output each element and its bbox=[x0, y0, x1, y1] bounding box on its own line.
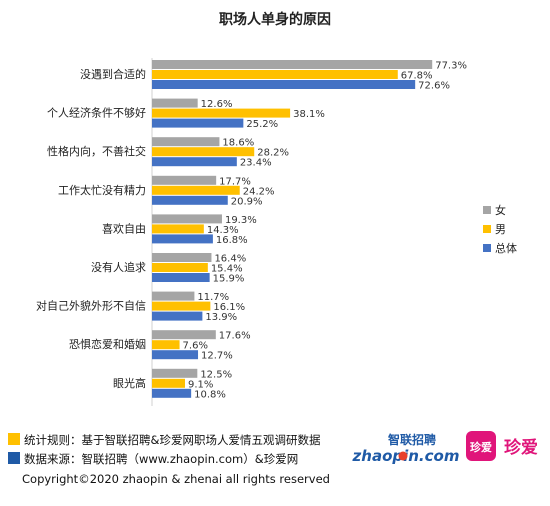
data-label: 12.5% bbox=[200, 369, 232, 380]
category-label: 眼光高 bbox=[113, 376, 146, 390]
category-label: 对自己外貌外形不自信 bbox=[36, 299, 146, 313]
bar bbox=[152, 185, 240, 195]
bar bbox=[152, 273, 210, 282]
data-label: 19.3% bbox=[225, 215, 257, 226]
zhenai-logo-text: 珍爱 bbox=[504, 437, 538, 458]
footer-source-text: 数据来源：智联招聘（www.zhaopin.com）&珍爱网 bbox=[24, 452, 299, 466]
data-label: 17.7% bbox=[219, 176, 251, 187]
bar-chart: 职场人单身的原因 没遇到合适的 77.3%67.8%72.6% 个人经济条件不够好 1… bbox=[36, 11, 517, 406]
data-label: 25.2% bbox=[246, 119, 278, 130]
bar bbox=[152, 98, 198, 108]
bar bbox=[152, 311, 203, 321]
bar bbox=[152, 147, 255, 157]
bar bbox=[152, 157, 237, 167]
bar bbox=[152, 263, 208, 272]
bar bbox=[152, 214, 222, 224]
data-label: 14.3% bbox=[207, 225, 239, 236]
category-label: 没遇到合适的 bbox=[80, 67, 146, 81]
data-label: 13.9% bbox=[205, 312, 237, 323]
bar bbox=[152, 175, 217, 185]
legend-label: 男 bbox=[495, 223, 506, 236]
category-label: 个人经济条件不够好 bbox=[47, 106, 146, 120]
category-label: 喜欢自由 bbox=[102, 221, 146, 235]
zhaopin-logo-cn: 智联招聘 bbox=[387, 432, 436, 447]
zhaopin-logo: 智联招聘 zhaopin.com bbox=[352, 432, 460, 464]
zhenai-logo-box-text: 珍爱 bbox=[470, 440, 492, 454]
data-label: 15.4% bbox=[211, 264, 243, 275]
data-label: 16.1% bbox=[213, 302, 245, 313]
data-label: 77.3% bbox=[435, 61, 467, 72]
bar bbox=[152, 253, 212, 262]
zhenai-logo: 珍爱 珍爱 bbox=[466, 431, 538, 461]
data-label: 11.7% bbox=[197, 292, 229, 303]
copyright: Copyright©2020 zhaopin & zhenai all righ… bbox=[22, 472, 330, 486]
data-label: 16.8% bbox=[216, 235, 248, 246]
bar bbox=[152, 301, 211, 311]
data-label: 16.4% bbox=[214, 254, 246, 265]
data-label: 20.9% bbox=[231, 196, 263, 207]
data-label: 38.1% bbox=[293, 109, 325, 120]
bar bbox=[152, 224, 204, 234]
data-label: 12.6% bbox=[201, 99, 233, 110]
data-label: 7.6% bbox=[183, 341, 208, 352]
footer-rule-text: 统计规则：基于智联招聘&珍爱网职场人爱情五观调研数据 bbox=[24, 433, 321, 447]
legend-swatch bbox=[483, 244, 491, 252]
footer-source: 数据来源：智联招聘（www.zhaopin.com）&珍爱网 bbox=[8, 451, 298, 467]
data-label: 12.7% bbox=[201, 351, 233, 362]
data-label: 67.8% bbox=[401, 71, 433, 82]
legend-label: 女 bbox=[495, 203, 506, 217]
chart-title: 职场人单身的原因 bbox=[219, 11, 331, 28]
bar bbox=[152, 350, 199, 360]
data-label: 9.1% bbox=[188, 379, 213, 390]
category-label: 工作太忙没有精力 bbox=[58, 183, 146, 197]
bar bbox=[152, 368, 198, 378]
legend-swatch bbox=[483, 225, 491, 233]
footer-rule: 统计规则：基于智联招聘&珍爱网职场人爱情五观调研数据 bbox=[8, 432, 320, 448]
data-label: 28.2% bbox=[257, 148, 289, 159]
legend-swatch bbox=[483, 206, 491, 214]
plot-area: 没遇到合适的 77.3%67.8%72.6% 个人经济条件不够好 12.6% 38.1%… bbox=[36, 60, 467, 400]
zhaopin-logo-dot bbox=[398, 451, 408, 461]
data-label: 72.6% bbox=[418, 81, 450, 92]
bar bbox=[152, 80, 416, 89]
footer-source-marker bbox=[8, 452, 20, 464]
data-label: 17.6% bbox=[219, 331, 251, 342]
category-label: 没有人追求 bbox=[91, 260, 146, 274]
data-label: 10.8% bbox=[194, 389, 226, 400]
data-label: 15.9% bbox=[213, 274, 245, 285]
bar bbox=[152, 330, 216, 340]
footer-rule-marker bbox=[8, 433, 20, 445]
bar bbox=[152, 195, 228, 205]
bar bbox=[152, 108, 291, 118]
bar bbox=[152, 388, 192, 398]
category-label: 恐惧恋爱和婚姻 bbox=[69, 337, 146, 351]
data-label: 23.4% bbox=[240, 158, 272, 169]
zhenai-logo-box bbox=[466, 431, 496, 461]
bar bbox=[152, 70, 398, 79]
data-label: 18.6% bbox=[222, 138, 254, 149]
data-label: 24.2% bbox=[243, 186, 275, 197]
bar bbox=[152, 291, 195, 301]
bar bbox=[152, 340, 180, 350]
bar bbox=[152, 234, 213, 244]
bar bbox=[152, 60, 433, 69]
legend-label: 总体 bbox=[495, 241, 517, 255]
bar bbox=[152, 118, 244, 128]
category-label: 性格内向，不善社交 bbox=[47, 144, 146, 158]
bar bbox=[152, 378, 185, 388]
bar bbox=[152, 137, 220, 147]
